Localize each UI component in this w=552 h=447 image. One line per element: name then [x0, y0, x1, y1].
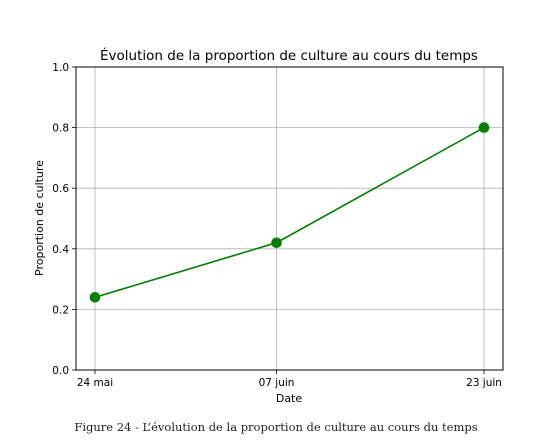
y-tick-label: 0.2 — [52, 304, 69, 316]
y-tick-label: 0.6 — [52, 183, 69, 195]
y-axis-ticks: 0.0 0.2 0.4 0.6 0.8 1.0 — [52, 62, 76, 377]
x-tick-label: 24 mai — [77, 377, 113, 389]
figure-caption: Figure 24 - L’évolution de la proportion… — [74, 420, 478, 434]
x-tick-label: 23 juin — [466, 377, 502, 389]
x-axis-label: Date — [276, 392, 303, 405]
x-axis-ticks: 24 mai 07 juin 23 juin — [77, 370, 502, 389]
y-tick-label: 0.4 — [52, 244, 69, 256]
data-point — [89, 291, 101, 303]
chart-title: Évolution de la proportion de culture au… — [100, 47, 478, 64]
y-tick-label: 0.0 — [52, 365, 69, 377]
data-point — [271, 237, 282, 249]
data-point — [478, 122, 490, 133]
y-axis-label: Proportion de culture — [33, 160, 46, 276]
series-layer — [89, 122, 490, 303]
x-tick-label: 07 juin — [259, 377, 295, 389]
y-tick-label: 1.0 — [52, 62, 69, 74]
grid-lines — [76, 66, 503, 371]
line-chart: Évolution de la proportion de culture au… — [33, 47, 504, 405]
plot-area-frame — [75, 66, 504, 371]
series-line — [94, 126, 485, 299]
y-tick-label: 0.8 — [52, 123, 69, 135]
